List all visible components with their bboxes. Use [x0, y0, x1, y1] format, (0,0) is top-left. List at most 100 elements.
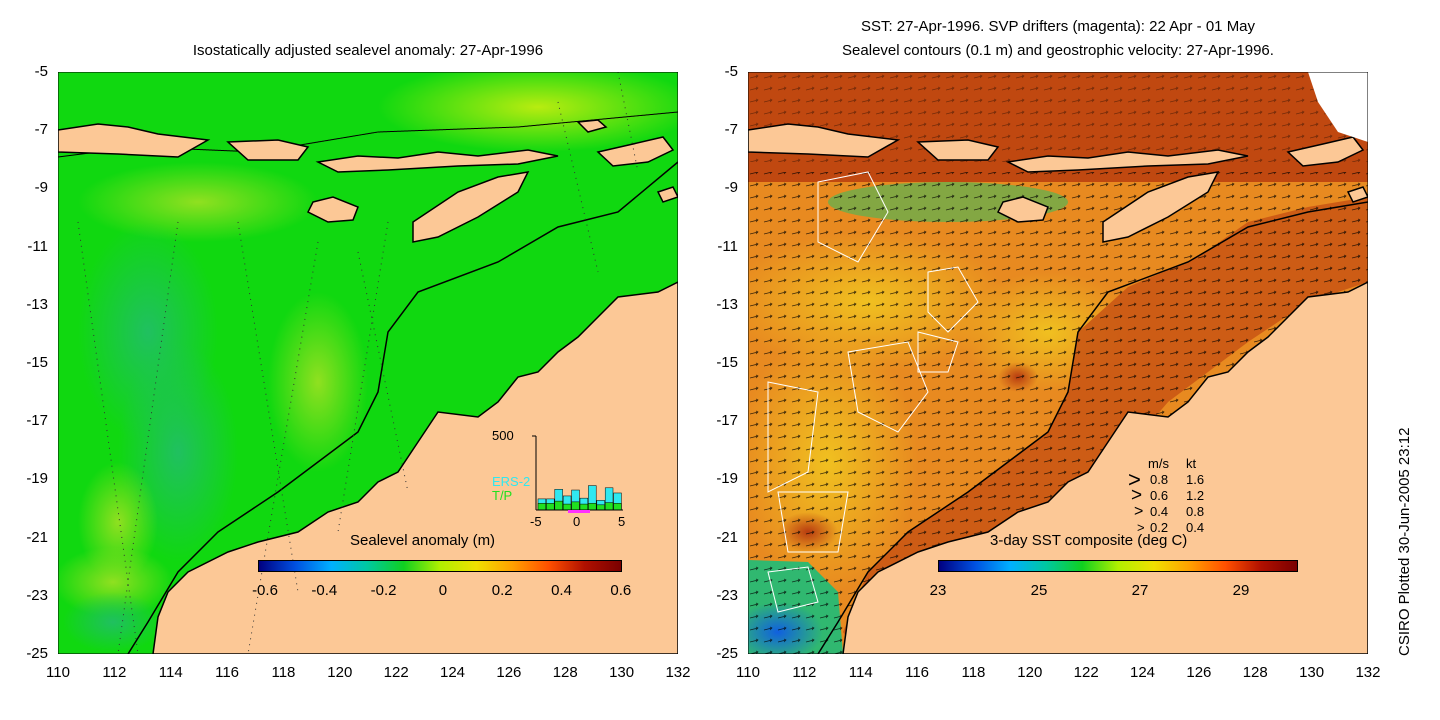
left-cbtick-1: -0.4	[311, 582, 338, 599]
left-ytick-5: -15	[26, 354, 48, 371]
right-map-svg	[728, 71, 1370, 662]
left-cbtick-4: 0.2	[491, 582, 513, 599]
velocity-kt-3: 0.4	[1186, 520, 1205, 535]
right-ytick-9: -23	[716, 586, 738, 604]
inset-tp-bar-2	[554, 500, 563, 511]
right-xtick-1: 112	[792, 664, 817, 681]
left-ytick-0: -5	[34, 63, 48, 80]
velocity-arrow-icon-1: >	[1131, 485, 1143, 506]
left-map-svg	[53, 62, 698, 655]
right-xtick-7: 124	[1130, 664, 1156, 681]
velocity-kt-2: 0.8	[1186, 504, 1205, 519]
inset-bars	[537, 485, 622, 511]
sealevel-contours	[767, 171, 979, 613]
velocity-header-kt: kt	[1186, 456, 1197, 471]
left-xtick-2: 114	[158, 664, 183, 681]
right-ytick-6: -17	[716, 412, 738, 430]
right-xtick-11: 132	[1355, 664, 1381, 681]
right-colorbar	[938, 560, 1298, 572]
left-xtick-4: 118	[271, 664, 296, 681]
left-ytick-1: -7	[34, 121, 48, 139]
inset-tp-bar-6	[588, 503, 597, 511]
velocity-kt-1: 1.2	[1186, 488, 1205, 503]
velocity-ms-2: 0.4	[1150, 504, 1169, 519]
right-ytick-1: -7	[724, 121, 738, 139]
left-xtick-11: 132	[665, 664, 691, 681]
inset-tp-bar-8	[604, 502, 614, 511]
left-cbtick-2: -0.2	[370, 582, 397, 599]
right-ytick-0: -5	[724, 63, 738, 80]
inset-legend-ers2: ERS-2	[492, 474, 531, 489]
right-cbtick-2: 27	[1131, 582, 1149, 599]
velocity-ms-3: 0.2	[1150, 520, 1169, 535]
left-ytick-3: -11	[27, 237, 48, 255]
left-cbtick-5: 0.4	[551, 582, 572, 599]
left-ytick-6: -17	[26, 412, 48, 430]
inset-tp-bar-9	[613, 503, 622, 511]
inset-tp-bar-4	[571, 501, 580, 511]
right-ytick-4: -13	[716, 295, 738, 313]
right-xtick-4: 118	[961, 664, 986, 681]
right-xtick-10: 130	[1299, 664, 1325, 681]
right-xtick-8: 126	[1186, 664, 1212, 681]
left-xtick-1: 112	[102, 664, 127, 681]
inset-histogram: 500 ERS-2 T/P -5 0 5	[478, 428, 628, 538]
left-map: 500 ERS-2 T/P -5 0 5 Sealevel anomaly (m…	[53, 62, 698, 655]
left-xtick-8: 126	[496, 664, 522, 681]
sumba-land	[306, 196, 359, 223]
right-map: m/s kt >0.8 1.6 >0.6 1.2 >0.4 0.8 >0.2 0.4 3-da…	[728, 71, 1370, 662]
velocity-legend: m/s kt >0.8 1.6 >0.6 1.2 >0.4 0.8 >0.2 0.4	[1126, 456, 1276, 546]
inset-tp-bar-3	[562, 503, 572, 511]
inset-tp-bar-7	[596, 504, 605, 511]
left-xtick-0: 110	[46, 664, 70, 681]
left-ytick-8: -21	[26, 528, 48, 546]
right-xtick-2: 114	[848, 664, 873, 681]
right-ytick-7: -19	[716, 470, 738, 488]
timor-land	[412, 171, 530, 243]
right-xtick-5: 120	[1017, 664, 1043, 681]
java-land	[57, 123, 211, 158]
right-ytick-8: -21	[716, 528, 738, 546]
velocity-arrow-icon-0: >	[1128, 467, 1141, 492]
left-ytick-4: -13	[26, 295, 48, 313]
left-xtick-5: 120	[327, 664, 353, 681]
left-ytick-9: -23	[26, 586, 48, 604]
velocity-arrow-icon-3: >	[1137, 520, 1145, 535]
left-xtick-3: 116	[215, 664, 240, 681]
velocity-header-ms: m/s	[1148, 456, 1169, 471]
right-ytick-2: -9	[724, 179, 738, 197]
right-ytick-10: -25	[716, 645, 738, 662]
right-xtick-6: 122	[1073, 664, 1099, 681]
inset-tp-bar-1	[546, 503, 555, 511]
inset-xtick-mid: 0	[573, 514, 581, 529]
right-xtick-3: 116	[905, 664, 930, 681]
right-xtick-0: 110	[736, 664, 760, 681]
right-xtick-9: 128	[1242, 664, 1268, 681]
inset-tp-bar-5	[579, 503, 589, 511]
inset-tp-bar-0	[537, 503, 547, 511]
right-panel-title-line2: Sealevel contours (0.1 m) and geostrophi…	[842, 42, 1274, 59]
side-label: CSIRO Plotted 30-Jun-2005 23:12	[1396, 427, 1413, 656]
right-panel-title-line1: SST: 27-Apr-1996. SVP drifters (magenta)…	[860, 18, 1256, 35]
left-xtick-9: 128	[552, 664, 578, 681]
left-cbtick-6: 0.6	[610, 582, 632, 599]
left-cbtick-0: -0.6	[252, 582, 278, 599]
right-colorbar-title: 3-day SST composite (deg C)	[990, 532, 1188, 549]
left-ytick-2: -9	[34, 179, 48, 197]
left-xtick-6: 122	[383, 664, 409, 681]
right-ytick-3: -11	[717, 237, 738, 255]
left-panel-title: Isostatically adjusted sealevel anomaly:…	[192, 42, 544, 59]
inset-histogram-svg	[532, 435, 623, 513]
left-colorbar	[258, 560, 622, 572]
inset-xtick-max: 5	[618, 514, 626, 529]
velocity-kt-0: 1.6	[1186, 472, 1205, 487]
velocity-ms-1: 0.6	[1150, 488, 1169, 503]
velocity-ms-0: 0.8	[1150, 472, 1169, 487]
velocity-arrow-icon-2: >	[1134, 503, 1144, 520]
left-ytick-7: -19	[26, 470, 48, 488]
left-colorbar-title: Sealevel anomaly (m)	[350, 532, 496, 549]
inset-xtick-min: -5	[530, 514, 542, 529]
right-cbtick-3: 29	[1232, 582, 1250, 599]
left-ytick-10: -25	[26, 645, 48, 662]
left-xtick-7: 124	[440, 664, 466, 681]
